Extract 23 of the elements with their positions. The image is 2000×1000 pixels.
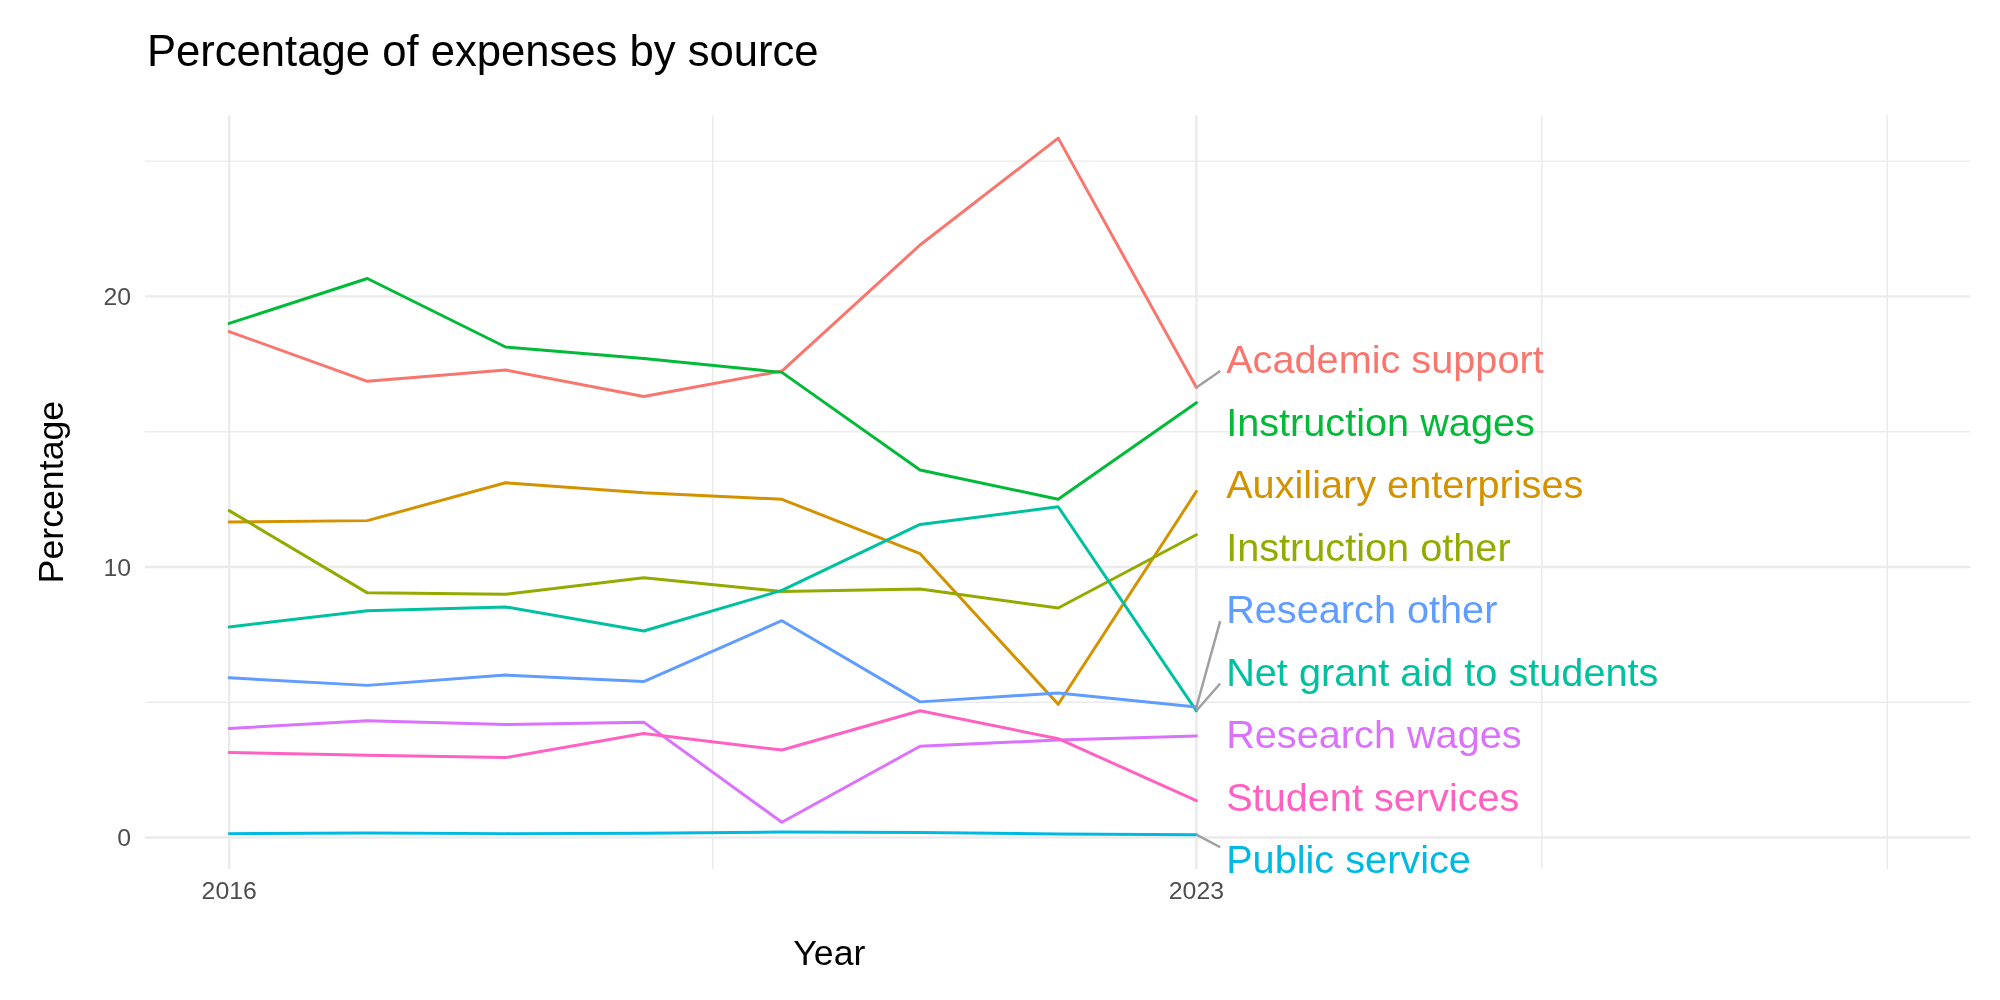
y-tick-label: 0 [117,824,132,852]
x-tick-label: 2023 [1168,876,1224,904]
y-tick-label: 20 [103,283,132,311]
line-series [227,719,1198,824]
line-series [227,136,1198,398]
line-series [227,509,1198,610]
y-tick-label: 10 [103,553,132,581]
series-label: Student services [1226,774,1520,819]
line-series [227,709,1198,803]
series-label: Instruction other [1226,524,1511,569]
line-series [227,619,1198,709]
text: Research other [1226,587,1498,632]
series-label: Research wages [1226,712,1522,757]
series-label: Net grant aid to students [1226,649,1659,694]
series-label: Academic support [1226,337,1544,382]
y-axis-title: Percentage [30,400,71,584]
series-label: Public service [1226,837,1471,882]
series-label: Instruction wages [1226,399,1535,444]
line-series [227,277,1198,501]
chart-title: Percentage of expenses by source [146,25,819,75]
series-label: Auxiliary enterprises [1226,462,1584,507]
x-axis-title: Year [793,933,866,974]
x-tick-label: 2016 [201,876,257,904]
